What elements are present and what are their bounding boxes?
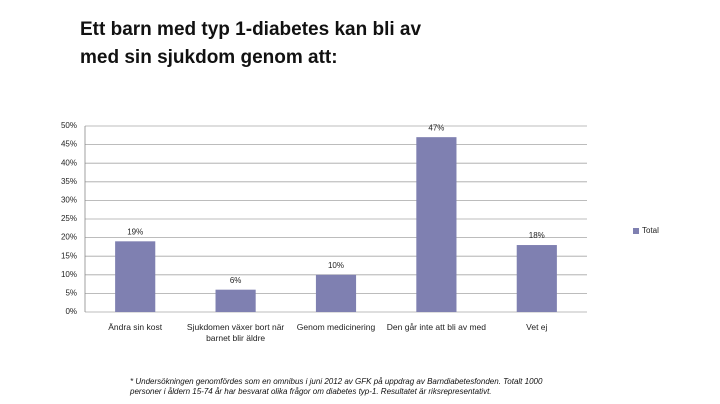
- y-tick-label: 30%: [61, 196, 77, 205]
- y-tick-label: 10%: [61, 270, 77, 279]
- x-tick-label: Genom medicinering: [296, 322, 376, 332]
- bar: [315, 274, 357, 312]
- y-tick-label: 15%: [61, 251, 77, 260]
- legend-swatch: [633, 228, 639, 234]
- bar: [516, 245, 557, 312]
- chart-title: Ett barn med typ 1-diabetes kan bli av m…: [80, 19, 422, 68]
- value-label: 18%: [529, 231, 545, 240]
- value-label: 6%: [230, 276, 242, 285]
- legend-label: Total: [642, 226, 659, 235]
- value-label: 47%: [428, 123, 444, 132]
- x-tick-label: Vet ej: [526, 322, 548, 332]
- y-tick-label: 35%: [61, 177, 77, 186]
- footnote: * Undersökningen genomfördes som en omni…: [130, 377, 543, 396]
- y-tick-label: 25%: [61, 214, 77, 223]
- value-label: 19%: [127, 227, 143, 236]
- y-tick-label: 50%: [61, 121, 77, 130]
- bar: [115, 241, 156, 312]
- bar: [416, 137, 457, 312]
- x-tick-label: Ändra sin kost: [108, 322, 163, 332]
- y-tick-label: 45%: [61, 140, 77, 149]
- x-tick-label: Den går inte att bli av med: [386, 322, 486, 332]
- y-tick-label: 5%: [65, 289, 77, 298]
- y-tick-label: 0%: [65, 307, 77, 316]
- y-tick-label: 40%: [61, 158, 77, 167]
- y-tick-label: 20%: [61, 233, 77, 242]
- value-label: 10%: [328, 261, 344, 270]
- bar: [215, 289, 256, 312]
- x-tick-label: Sjukdomen växer bort när barnet blir äld…: [186, 322, 285, 343]
